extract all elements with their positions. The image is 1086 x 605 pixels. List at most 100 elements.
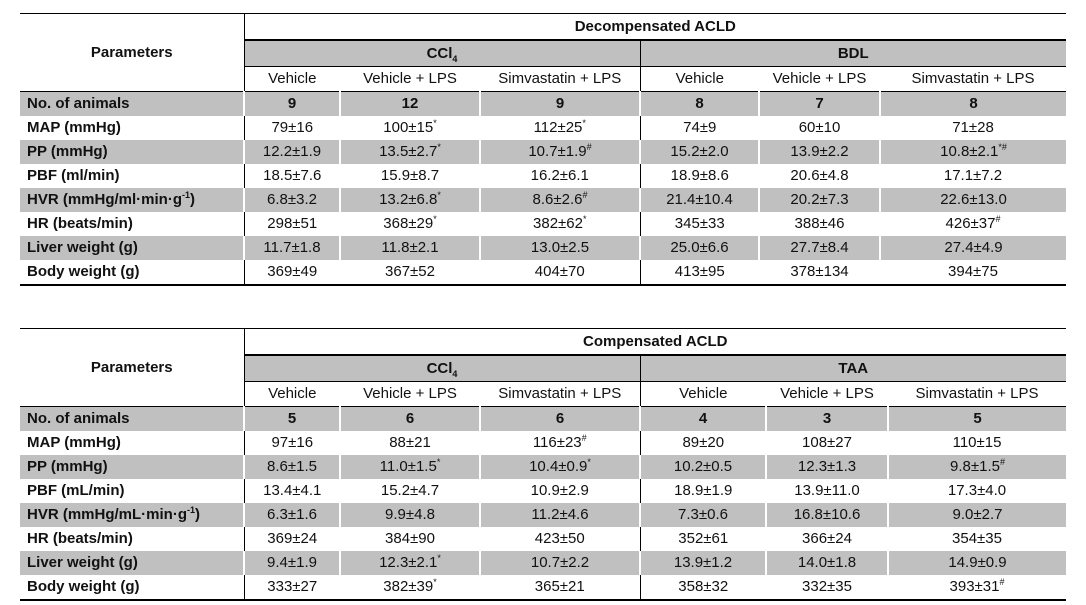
cell-value: 5	[287, 410, 297, 427]
cell-value: 88±21	[389, 434, 431, 451]
table-cell: 20.6±4.8	[759, 164, 880, 188]
cell-value: 367±52	[385, 263, 435, 280]
cell-value: 108±27	[802, 434, 852, 451]
table-cell: 10.4±0.9*	[479, 455, 641, 479]
table-cell: 15.9±8.7	[340, 164, 480, 188]
table-cell: 27.4±4.9	[878, 236, 1067, 260]
parameter-text: HR (beats/min)	[27, 215, 133, 232]
table-cell: 365±21	[480, 575, 641, 600]
table-row: HVR (mmHg/mL·min·g-1) 6.3±1.6 9.9±4.8 11.2±…	[20, 503, 1067, 527]
parameter-label: MAP (mmHg)	[20, 431, 245, 455]
table-cell: 9.0±2.7	[886, 503, 1067, 527]
cell-value: 9	[555, 95, 565, 112]
column-header: Vehicle	[640, 381, 766, 407]
table-cell: 426±37#	[880, 212, 1066, 236]
cell-value: 16.2±6.1	[530, 167, 589, 184]
group-header: TAA	[640, 355, 1067, 382]
table-cell: 368±29*	[340, 212, 480, 236]
cell-value: 9.9±4.8	[385, 506, 435, 523]
table-cell: 354±35	[888, 527, 1066, 551]
table-row: HR (beats/min) 369±24 384±90 423±50 352±61 36…	[20, 527, 1066, 551]
column-header: Simvastatin + LPS	[888, 381, 1067, 407]
table-cell: 6.3±1.6	[243, 503, 340, 527]
cell-value: 6	[555, 410, 565, 427]
table-cell: 382±39*	[340, 575, 480, 600]
table-cell: 352±61	[640, 527, 766, 551]
column-header-row: Vehicle Vehicle + LPS Simvastatin + LPS Veh…	[20, 381, 1067, 407]
table-cell: 11.7±1.8	[243, 236, 340, 260]
table-cell: 9.8±1.5#	[886, 455, 1067, 479]
cell-value: 20.6±4.8	[790, 167, 849, 184]
group-subscript: 4	[452, 368, 458, 379]
cell-value: 60±10	[798, 119, 841, 136]
parameter-text: No. of animals	[27, 95, 130, 112]
cell-value: 13.0±2.5	[530, 239, 590, 256]
table-cell: 8	[639, 91, 759, 116]
table-cell: 17.1±7.2	[880, 164, 1066, 188]
cell-value: 79±16	[271, 119, 314, 136]
cell-value: 10.9±2.9	[530, 482, 589, 499]
cell-value: 8.6±2.6	[532, 191, 583, 208]
parameters-header: Parameters	[20, 13, 245, 92]
table-cell: 3	[765, 406, 888, 431]
parameter-text: MAP (mmHg)	[27, 119, 121, 136]
parameter-text: Body weight (g)	[27, 263, 140, 280]
table-cell: 6	[339, 406, 480, 431]
parameter-label: Liver weight (g)	[20, 236, 245, 260]
table-cell: 5	[243, 406, 340, 431]
parameter-label: Liver weight (g)	[20, 551, 245, 575]
table-cell: 16.2±6.1	[480, 164, 641, 188]
table-cell: 13.4±4.1	[244, 479, 340, 503]
table-cell: 9	[243, 91, 340, 116]
group-header: CCl4	[244, 40, 641, 67]
cell-value: 6.3±1.6	[267, 506, 317, 523]
cell-value: 369±24	[267, 530, 318, 547]
column-header: Vehicle + LPS	[759, 66, 880, 92]
cell-value: 365±21	[534, 578, 585, 595]
parameter-label: No. of animals	[20, 91, 245, 116]
cell-value: 27.7±8.4	[790, 239, 849, 256]
cell-value: 382±62	[533, 215, 583, 232]
cell-value: 17.3±4.0	[947, 482, 1007, 499]
cell-value: 14.9±0.9	[948, 554, 1007, 571]
parameter-label: PP (mmHg)	[20, 140, 245, 164]
cell-value: 112±25	[533, 119, 583, 136]
cell-value: 89±20	[682, 434, 725, 451]
column-header: Simvastatin + LPS	[880, 66, 1067, 92]
cell-value: 13.9±2.2	[790, 143, 849, 160]
cell-value: 298±51	[267, 215, 318, 232]
significance-mark: #	[995, 214, 1001, 224]
cell-value: 13.9±11.0	[794, 482, 860, 499]
cell-value: 393±31	[949, 578, 1000, 595]
table-cell: 10.7±2.2	[479, 551, 641, 575]
cell-value: 11.8±2.1	[381, 239, 439, 256]
cell-value: 110±15	[952, 434, 1002, 451]
table-cell: 11.0±1.5*	[339, 455, 480, 479]
table-cell: 333±27	[244, 575, 340, 600]
title-row: Parameters Decompensated ACLD	[20, 13, 1067, 92]
cell-value: 384±90	[385, 530, 435, 547]
table-cell: 14.0±1.8	[765, 551, 888, 575]
cell-value: 369±49	[267, 263, 318, 280]
cell-value: 15.2±2.0	[670, 143, 729, 160]
table-cell: 369±49	[244, 260, 340, 285]
table-cell: 13.2±6.8*	[339, 188, 480, 212]
table-cell: 7.3±0.6	[639, 503, 766, 527]
table-cell: 9	[479, 91, 641, 116]
parameter-superscript: -1	[182, 190, 191, 200]
cell-value: 11.7±1.8	[263, 239, 321, 256]
table-cell: 367±52	[340, 260, 480, 285]
significance-mark: #	[581, 433, 587, 443]
table-cell: 11.8±2.1	[339, 236, 480, 260]
table-cell: 10.8±2.1*#	[878, 140, 1067, 164]
table-cell: 378±134	[759, 260, 880, 285]
cell-value: 6	[405, 410, 415, 427]
parameter-label: HR (beats/min)	[20, 212, 245, 236]
group-label: CCl	[426, 44, 453, 62]
parameter-text: Liver weight (g)	[27, 239, 138, 256]
table-cell: 97±16	[244, 431, 340, 455]
table-cell: 12	[339, 91, 480, 116]
cell-value: 7	[815, 95, 824, 112]
table-cell: 18.9±8.6	[640, 164, 759, 188]
cell-value: 14.0±1.8	[797, 554, 857, 571]
